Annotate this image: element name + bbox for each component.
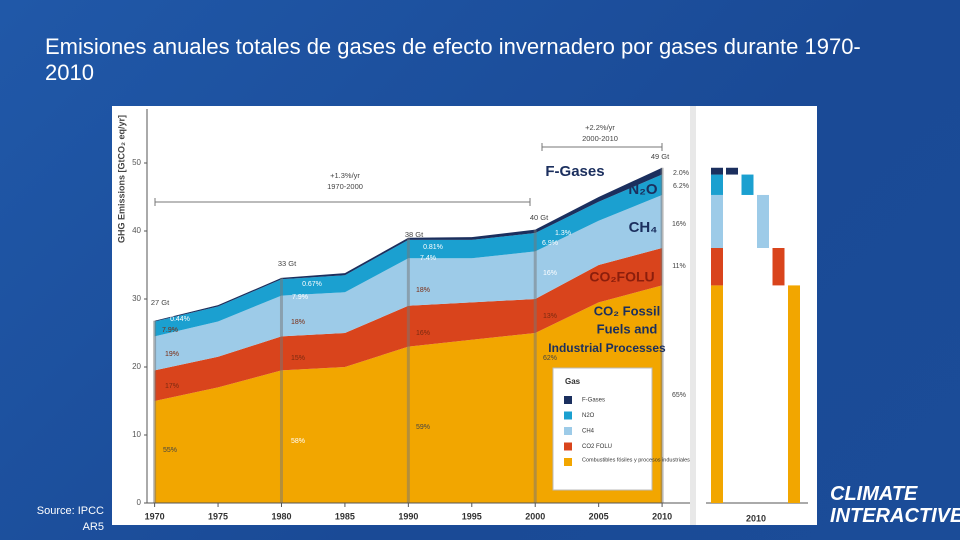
annotation: 38 Gt [405,230,424,239]
annotation: 17% [165,383,179,390]
legend: Gas F-Gases N2O CH4 CO2 FOLU Combustibles fós… [552,367,690,491]
annotation: 7.4% [420,255,436,262]
x-tick-label: 1970 [145,511,165,521]
legend-swatch [564,396,572,404]
legend-title: Gas [565,377,581,386]
annotation: 58% [291,438,305,445]
stacked-bar [711,248,723,286]
logo-line: INTERACTIVE [830,505,960,527]
stacked-bar [711,194,723,248]
legend-swatch [564,411,572,420]
legend-swatch [564,458,572,466]
logo: CLIMATE INTERACTIVE [830,483,960,527]
y-tick-label: 40 [132,226,141,235]
x-tick-label: 1995 [462,511,482,521]
annotation: 18% [416,287,430,294]
x-tick-label: 1975 [208,511,228,521]
stacked-bar [711,167,723,175]
breakdown-bar [726,167,738,175]
stacked-bar [711,285,723,503]
annotation: 7.9% [292,294,308,301]
annotation: 19% [165,351,179,358]
slide-title: Emisiones anuales totales de gases de ef… [45,34,861,85]
annotation: 62% [543,355,557,362]
annotation: 16% [672,221,686,228]
x-tick-label: 2005 [589,511,609,521]
x-tick-label: 2010 [652,511,672,521]
annotation: 49 Gt [651,152,670,161]
series-label: CH₄ [629,219,658,236]
annotation: 16% [416,330,430,337]
annotation: 11% [672,263,686,270]
annotation: 6.2% [673,183,689,190]
breakdown-bar [772,248,785,286]
source: Source: IPCC AR5 [37,503,104,535]
series-label: N₂O [628,181,657,198]
y-tick-label: 20 [132,362,141,371]
panel-divider [690,106,696,525]
series-label: CO₂FOLU [589,269,654,285]
annotation: 1.3% [555,230,571,237]
legend-swatch [564,427,572,435]
annotation: 0.67% [302,281,322,288]
x-tick-label: 1990 [398,511,418,521]
stacked-bar [711,174,723,195]
legend-label: CH4 [582,429,595,435]
series-label: Industrial Processes [548,341,666,355]
annotation: 7.9% [162,327,178,334]
annotation: 33 Gt [278,259,297,268]
series-label: Fuels and [597,321,658,336]
annotation: 0.44% [170,316,190,323]
x-tick-label: 2000 [525,511,545,521]
legend-label: CO2 FOLU [582,444,612,450]
y-tick-label: 0 [137,498,142,507]
annotation: 55% [163,447,177,454]
annotation: 2.0% [673,170,689,177]
annotation: 15% [291,355,305,362]
annotation: 1970-2000 [327,182,363,191]
annotation: 0.81% [423,244,443,251]
y-tick-label: 50 [132,158,141,167]
x-tick-label: 1980 [271,511,291,521]
annotation: +1.3%/yr [330,171,360,180]
series-label: F-Gases [545,163,604,180]
breakdown-bar [741,174,754,195]
legend-label: N2O [582,413,595,419]
breakdown-bar [788,285,800,503]
annotation: 27 Gt [151,298,170,307]
annotation: 59% [416,424,430,431]
legend-label: Combustibles fósiles y procesos industri… [582,457,690,463]
annotation: +2.2%/yr [585,123,615,132]
legend-swatch [564,442,572,451]
series-label: CO₂ Fossil [594,303,660,318]
logo-line: CLIMATE [830,483,918,505]
breakdown-bar [757,194,769,248]
annotation: 16% [543,270,557,277]
annotation: 65% [672,392,686,399]
x-tick-label: 2010 [746,513,766,523]
annotation: 40 Gt [530,213,549,222]
legend-label: F-Gases [582,398,605,404]
annotation: 18% [291,319,305,326]
source-line: Source: IPCC [36,505,104,517]
y-tick-label: 30 [132,294,141,303]
y-axis-label: GHG Emissions [GtCO₂ eq/yr] [116,115,126,243]
annotation: 13% [543,313,557,320]
source-line: AR5 [82,521,104,533]
y-tick-label: 10 [132,430,141,439]
annotation: 6.9% [542,240,558,247]
annotation: 2000-2010 [582,134,618,143]
x-tick-label: 1985 [335,511,355,521]
